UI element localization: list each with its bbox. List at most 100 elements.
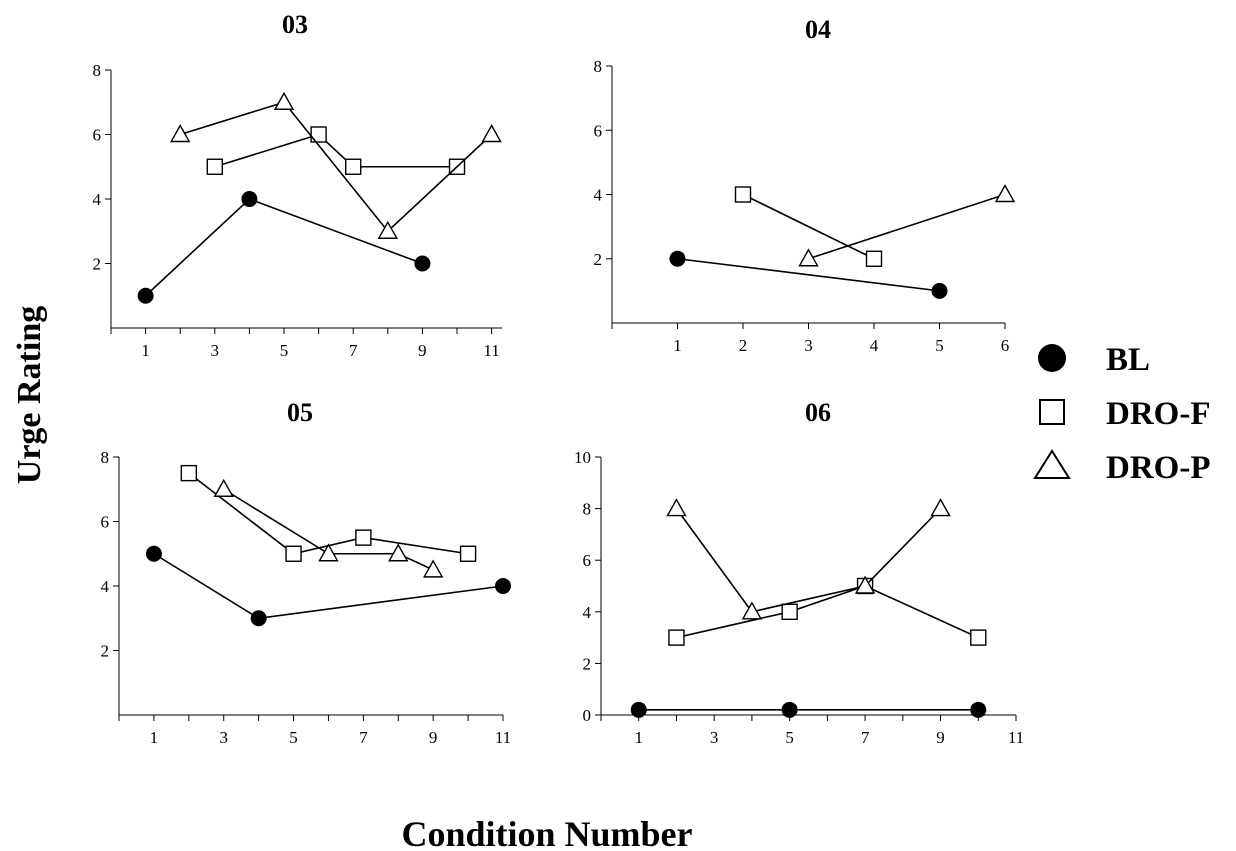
data-point-bl bbox=[145, 545, 162, 562]
x-tick-label: 1 bbox=[150, 728, 159, 747]
data-point-dro-f bbox=[206, 158, 224, 175]
y-tick-label: 4 bbox=[594, 186, 603, 205]
x-tick-label: 1 bbox=[634, 728, 643, 747]
chart-panel-06: 06 0 2 4 6 8 10 1 3 5 7 9 11 bbox=[574, 398, 1024, 747]
series-line-dro-p bbox=[179, 101, 493, 233]
y-tick-label: 8 bbox=[594, 57, 603, 76]
data-point-dro-p bbox=[666, 498, 687, 517]
y-tick-label: 6 bbox=[101, 513, 110, 532]
data-point-dro-p bbox=[854, 575, 876, 594]
x-tick-label: 3 bbox=[710, 728, 719, 747]
series-line-dro-p bbox=[808, 193, 1006, 260]
data-point-bl bbox=[137, 287, 154, 304]
y-tick-label: 2 bbox=[93, 255, 102, 274]
x-tick-label: 3 bbox=[211, 341, 220, 360]
y-axis-title: Urge Rating bbox=[11, 306, 48, 484]
series-line-bl bbox=[677, 257, 940, 292]
chart-panel-03: 03 2 4 6 8 1 3 5 7 9 11 bbox=[93, 10, 502, 360]
data-point-dro-f bbox=[310, 126, 327, 143]
data-point-dro-p bbox=[741, 601, 763, 620]
x-tick-label: 4 bbox=[870, 336, 879, 355]
x-axis-title: Condition Number bbox=[401, 814, 692, 851]
legend-label-dro-p: DRO-P bbox=[1106, 450, 1210, 486]
data-point-dro-p bbox=[377, 220, 399, 239]
legend-marker-bl bbox=[1038, 344, 1066, 372]
y-tick-label: 2 bbox=[101, 642, 110, 661]
data-point-bl bbox=[669, 250, 686, 267]
data-point-bl bbox=[630, 701, 647, 718]
x-tick-label: 7 bbox=[861, 728, 870, 747]
y-tick-label: 4 bbox=[101, 577, 110, 596]
data-point-dro-p bbox=[930, 498, 951, 517]
x-tick-label: 9 bbox=[429, 728, 438, 747]
chart-panel-04: 04 2 4 6 8 1 2 3 4 5 6 bbox=[594, 15, 1016, 355]
y-tick-label: 4 bbox=[93, 190, 102, 209]
x-tick-label: 2 bbox=[739, 336, 748, 355]
series-line-dro-f bbox=[676, 585, 979, 639]
series-line-bl bbox=[145, 198, 423, 297]
series-line-dro-f bbox=[742, 193, 875, 260]
x-tick-label: 11 bbox=[483, 341, 499, 360]
y-tick-label: 4 bbox=[583, 603, 592, 622]
legend-marker-dro-f bbox=[1039, 399, 1065, 425]
x-tick-label: 5 bbox=[289, 728, 298, 747]
panel-title: 03 bbox=[282, 10, 308, 39]
y-tick-label: 6 bbox=[93, 126, 102, 145]
y-tick-label: 8 bbox=[101, 448, 110, 467]
panel-title: 06 bbox=[805, 398, 831, 427]
series-line-dro-p bbox=[223, 488, 434, 571]
data-point-dro-f bbox=[865, 250, 883, 267]
x-tick-label: 3 bbox=[219, 728, 228, 747]
y-tick-label: 0 bbox=[583, 706, 592, 725]
data-point-bl bbox=[495, 578, 511, 594]
data-point-dro-f bbox=[734, 186, 752, 203]
data-point-dro-f bbox=[355, 529, 372, 546]
x-tick-label: 11 bbox=[1008, 728, 1024, 747]
x-tick-label: 11 bbox=[495, 728, 511, 747]
series-line-bl bbox=[153, 553, 504, 620]
x-tick-label: 3 bbox=[804, 336, 813, 355]
data-point-bl bbox=[414, 255, 431, 272]
data-point-dro-p bbox=[481, 124, 502, 143]
data-point-bl bbox=[781, 701, 798, 718]
data-point-dro-f bbox=[970, 629, 987, 646]
data-point-bl bbox=[241, 191, 258, 207]
y-tick-label: 8 bbox=[93, 61, 102, 80]
data-point-dro-p bbox=[213, 478, 234, 497]
y-tick-label: 6 bbox=[594, 121, 603, 140]
data-point-dro-p bbox=[388, 543, 409, 562]
data-point-dro-f bbox=[180, 464, 198, 482]
panel-title: 04 bbox=[805, 15, 831, 44]
panel-title: 05 bbox=[287, 398, 313, 427]
chart-panel-05: 05 2 4 6 8 1 3 5 7 9 11 bbox=[101, 398, 512, 747]
series-line-dro-p bbox=[675, 508, 942, 613]
legend: BL DRO-F DRO-P bbox=[1033, 342, 1210, 486]
y-tick-label: 2 bbox=[594, 250, 603, 269]
data-point-dro-p bbox=[318, 543, 339, 562]
data-point-dro-p bbox=[994, 184, 1016, 203]
x-tick-label: 5 bbox=[785, 728, 794, 747]
data-point-dro-p bbox=[273, 91, 295, 110]
data-point-bl bbox=[970, 701, 987, 718]
x-tick-label: 6 bbox=[1001, 336, 1010, 355]
x-tick-label: 5 bbox=[280, 341, 289, 360]
x-tick-label: 5 bbox=[935, 336, 944, 355]
data-point-bl bbox=[250, 610, 267, 627]
data-point-dro-f bbox=[459, 545, 477, 562]
series-line-dro-f bbox=[188, 472, 469, 555]
series-line-dro-f bbox=[214, 133, 458, 168]
data-point-dro-f bbox=[668, 629, 685, 646]
x-tick-label: 7 bbox=[349, 341, 358, 360]
y-tick-label: 2 bbox=[583, 654, 592, 673]
x-tick-label: 1 bbox=[673, 336, 682, 355]
data-point-dro-p bbox=[170, 124, 191, 143]
data-point-dro-p bbox=[798, 248, 819, 267]
x-tick-label: 9 bbox=[936, 728, 945, 747]
x-tick-label: 7 bbox=[359, 728, 368, 747]
y-tick-label: 6 bbox=[583, 551, 592, 570]
y-tick-label: 8 bbox=[583, 500, 592, 519]
legend-label-bl: BL bbox=[1106, 342, 1150, 378]
legend-label-dro-f: DRO-F bbox=[1106, 396, 1210, 432]
